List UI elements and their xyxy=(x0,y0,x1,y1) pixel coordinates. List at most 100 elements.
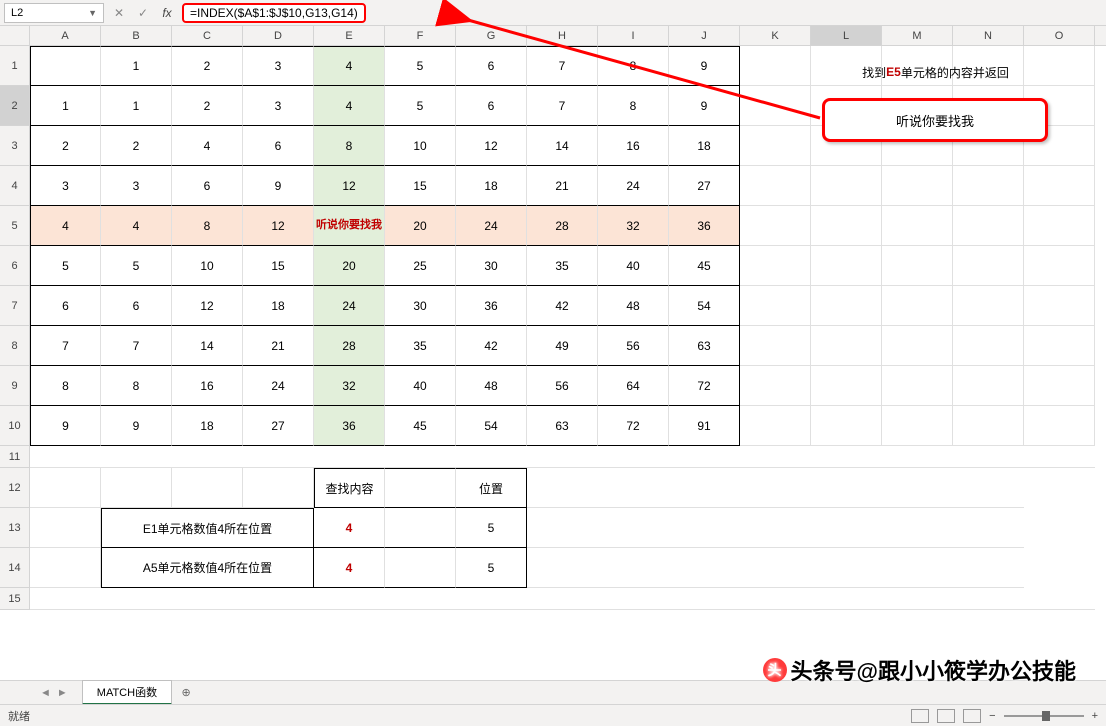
col-header[interactable]: O xyxy=(1024,26,1095,45)
cell[interactable] xyxy=(1024,166,1095,206)
cell[interactable] xyxy=(740,326,811,366)
cell[interactable]: 36 xyxy=(456,286,527,326)
cell[interactable] xyxy=(385,548,456,588)
row-header[interactable]: 13 xyxy=(0,508,30,548)
row-header[interactable]: 9 xyxy=(0,366,30,406)
cell[interactable]: 24 xyxy=(314,286,385,326)
cell[interactable] xyxy=(953,406,1024,446)
cell[interactable]: 12 xyxy=(456,126,527,166)
cell[interactable]: 49 xyxy=(527,326,598,366)
cancel-icon[interactable]: ✕ xyxy=(110,6,128,20)
cell[interactable]: 6 xyxy=(101,286,172,326)
cell[interactable] xyxy=(385,508,456,548)
cell[interactable] xyxy=(953,206,1024,246)
cell[interactable] xyxy=(740,166,811,206)
cell[interactable]: A5单元格数值4所在位置 xyxy=(101,548,314,588)
cell[interactable]: 24 xyxy=(598,166,669,206)
cell[interactable]: 4 xyxy=(314,86,385,126)
cell[interactable]: 10 xyxy=(385,126,456,166)
cell[interactable]: 3 xyxy=(30,166,101,206)
cell[interactable]: 2 xyxy=(101,126,172,166)
cell[interactable]: 9 xyxy=(101,406,172,446)
cell[interactable]: 24 xyxy=(456,206,527,246)
cell[interactable]: 30 xyxy=(456,246,527,286)
cell[interactable]: 63 xyxy=(527,406,598,446)
cell[interactable]: 16 xyxy=(172,366,243,406)
cell[interactable] xyxy=(740,286,811,326)
col-header[interactable]: B xyxy=(101,26,172,45)
col-header[interactable]: H xyxy=(527,26,598,45)
cell[interactable]: 6 xyxy=(30,286,101,326)
cell[interactable]: E1单元格数值4所在位置 xyxy=(101,508,314,548)
cell[interactable]: 56 xyxy=(598,326,669,366)
cell[interactable]: 8 xyxy=(172,206,243,246)
cell[interactable] xyxy=(527,508,1024,548)
row-header[interactable]: 2 xyxy=(0,86,30,126)
cell[interactable] xyxy=(243,468,314,508)
cell[interactable]: 36 xyxy=(314,406,385,446)
cell[interactable] xyxy=(740,86,811,126)
cell[interactable]: 4 xyxy=(30,206,101,246)
cell[interactable] xyxy=(30,46,101,86)
cell[interactable] xyxy=(30,588,1095,610)
cell[interactable] xyxy=(953,366,1024,406)
cell[interactable]: 5 xyxy=(385,46,456,86)
row-header[interactable]: 15 xyxy=(0,588,30,610)
cell[interactable]: 32 xyxy=(314,366,385,406)
cell[interactable] xyxy=(740,366,811,406)
row-header[interactable]: 8 xyxy=(0,326,30,366)
cell[interactable]: 18 xyxy=(456,166,527,206)
cell[interactable]: 15 xyxy=(385,166,456,206)
cell[interactable]: 48 xyxy=(598,286,669,326)
cell[interactable] xyxy=(953,246,1024,286)
cell[interactable] xyxy=(882,286,953,326)
view-layout-icon[interactable] xyxy=(937,709,955,723)
cell[interactable]: 27 xyxy=(669,166,740,206)
cell[interactable]: 20 xyxy=(385,206,456,246)
cell[interactable]: 48 xyxy=(456,366,527,406)
cell[interactable]: 12 xyxy=(243,206,314,246)
cell[interactable]: 40 xyxy=(598,246,669,286)
cell[interactable]: 54 xyxy=(669,286,740,326)
cell[interactable]: 查找内容 xyxy=(314,468,385,508)
cell[interactable]: 5 xyxy=(456,548,527,588)
col-header[interactable]: F xyxy=(385,26,456,45)
cell[interactable]: 7 xyxy=(101,326,172,366)
cell[interactable] xyxy=(740,46,811,86)
tab-prev-icon[interactable]: ◄ xyxy=(40,687,51,699)
cell[interactable]: 8 xyxy=(598,46,669,86)
cell[interactable]: 5 xyxy=(385,86,456,126)
cell[interactable]: 2 xyxy=(172,46,243,86)
cell[interactable] xyxy=(811,406,882,446)
cell[interactable] xyxy=(811,286,882,326)
cell[interactable]: 6 xyxy=(243,126,314,166)
name-box-dropdown-icon[interactable]: ▼ xyxy=(88,8,97,18)
col-header[interactable]: E xyxy=(314,26,385,45)
cell[interactable]: 27 xyxy=(243,406,314,446)
cell[interactable]: 18 xyxy=(669,126,740,166)
cell[interactable]: 20 xyxy=(314,246,385,286)
cell[interactable]: 21 xyxy=(243,326,314,366)
cell[interactable] xyxy=(811,166,882,206)
cell[interactable] xyxy=(1024,406,1095,446)
cell[interactable] xyxy=(1024,286,1095,326)
cell[interactable]: 1 xyxy=(101,86,172,126)
cell[interactable]: 2 xyxy=(30,126,101,166)
select-all-corner[interactable] xyxy=(0,26,30,45)
tab-next-icon[interactable]: ► xyxy=(57,687,68,699)
cell[interactable]: 4 xyxy=(314,508,385,548)
cell[interactable]: 4 xyxy=(314,548,385,588)
cell[interactable]: 9 xyxy=(243,166,314,206)
sheet-tab[interactable]: MATCH函数 xyxy=(82,680,172,705)
cell[interactable] xyxy=(101,468,172,508)
view-normal-icon[interactable] xyxy=(911,709,929,723)
cell[interactable] xyxy=(740,406,811,446)
cell[interactable] xyxy=(527,468,1024,508)
cell[interactable]: 15 xyxy=(243,246,314,286)
cell[interactable]: 28 xyxy=(527,206,598,246)
cell[interactable]: 8 xyxy=(30,366,101,406)
row-header[interactable]: 7 xyxy=(0,286,30,326)
cell[interactable]: 21 xyxy=(527,166,598,206)
cell[interactable] xyxy=(882,166,953,206)
cell[interactable] xyxy=(1024,246,1095,286)
